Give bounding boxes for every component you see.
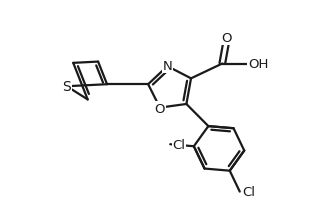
Text: O: O [221, 32, 232, 45]
Text: Cl: Cl [173, 138, 186, 151]
Text: O: O [155, 102, 165, 115]
Text: OH: OH [248, 58, 268, 71]
Text: Cl: Cl [242, 185, 255, 198]
Text: S: S [63, 80, 71, 94]
Text: N: N [162, 60, 172, 73]
